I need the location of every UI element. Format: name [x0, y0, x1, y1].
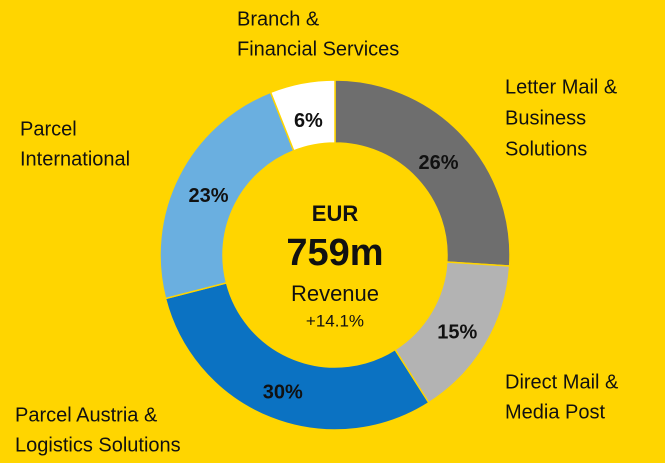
category-label: Letter Mail & — [505, 76, 618, 98]
category-label: Business — [505, 107, 586, 129]
category-label: Direct Mail & — [505, 371, 619, 393]
value-label: 23% — [188, 185, 228, 207]
category-label: Financial Services — [237, 38, 399, 60]
value-label: 15% — [437, 322, 477, 344]
value-label: 26% — [418, 152, 458, 174]
category-label: Logistics Solutions — [15, 434, 181, 456]
center-text: EUR — [312, 201, 359, 226]
category-label: Branch & — [237, 8, 320, 30]
category-label: Parcel Austria & — [15, 404, 158, 426]
value-label: 30% — [263, 381, 303, 403]
center-text: Revenue — [291, 281, 379, 306]
donut-segment — [269, 79, 336, 152]
category-label: Solutions — [505, 138, 587, 160]
center-text: 759m — [286, 232, 383, 274]
category-label: Media Post — [505, 401, 605, 423]
value-label: 6% — [294, 110, 323, 132]
center-text: +14.1% — [306, 311, 364, 330]
category-label: International — [20, 148, 130, 170]
category-label: Parcel — [20, 118, 77, 140]
donut-segment — [334, 79, 511, 267]
donut-segment — [164, 281, 430, 431]
